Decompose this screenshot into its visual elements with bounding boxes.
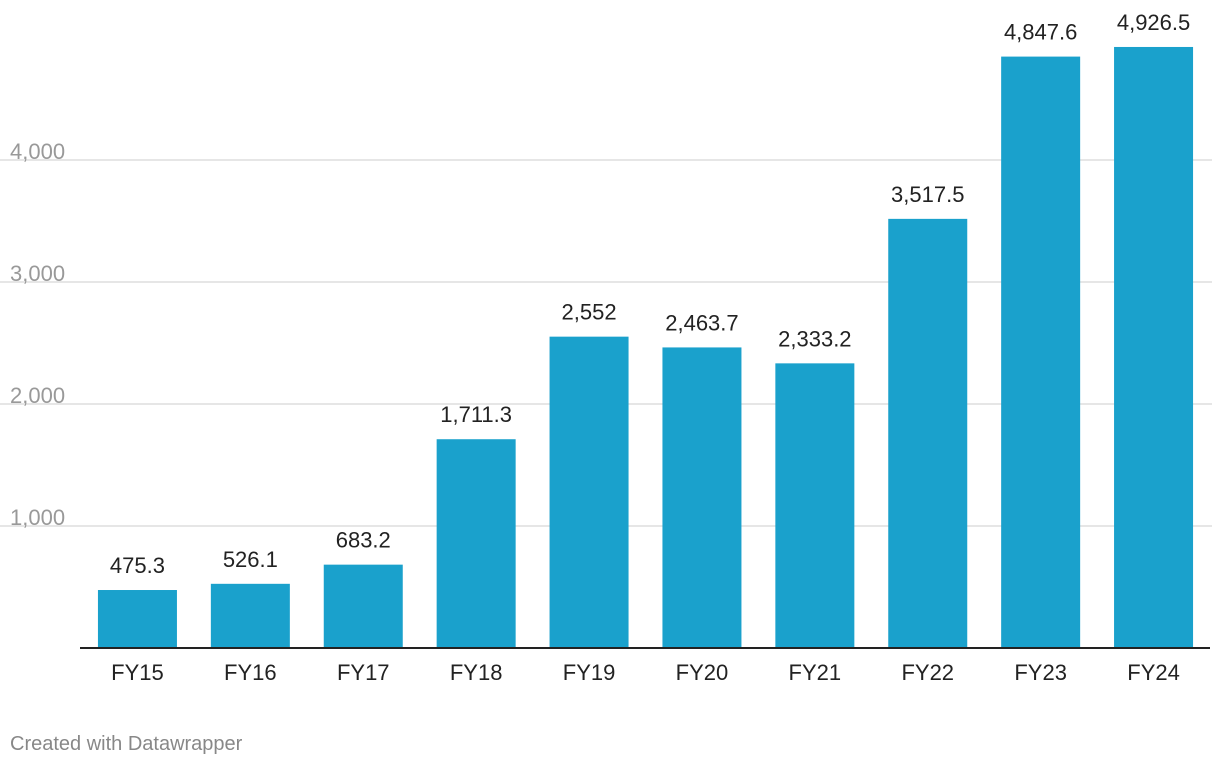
value-label: 3,517.5 <box>891 182 964 207</box>
x-tick-label: FY15 <box>111 660 164 685</box>
x-tick-label: FY22 <box>901 660 954 685</box>
value-label: 1,711.3 <box>440 402 512 427</box>
bar <box>97 590 177 648</box>
value-labels: 475.3 526.1 683.2 1,711.3 2,552 2,463.7 2,333.… <box>110 10 1190 578</box>
x-tick-label: FY20 <box>676 660 729 685</box>
x-tick-label: FY17 <box>337 660 390 685</box>
bar <box>210 583 290 648</box>
x-tick-labels: FY15 FY16 FY17 FY18 FY19 FY20 FY21 FY22 FY23 FY24 <box>111 660 1180 685</box>
x-tick-label: FY18 <box>450 660 503 685</box>
bar <box>775 363 855 648</box>
bar <box>1001 56 1081 649</box>
y-tick-label: 1,000 <box>10 505 65 530</box>
x-tick-label: FY24 <box>1127 660 1180 685</box>
credit-text: Created with Datawrapper <box>10 733 243 755</box>
y-tick-label: 3,000 <box>10 261 65 286</box>
x-tick-label: FY21 <box>789 660 842 685</box>
value-label: 526.1 <box>223 547 278 572</box>
value-label: 4,926.5 <box>1117 10 1190 35</box>
x-tick-label: FY16 <box>224 660 277 685</box>
bars <box>97 46 1194 649</box>
y-tick-label: 4,000 <box>10 139 65 164</box>
value-label: 683.2 <box>336 528 391 553</box>
bar <box>323 564 403 648</box>
bar <box>549 336 629 648</box>
x-tick-label: FY23 <box>1014 660 1067 685</box>
bar <box>436 439 516 648</box>
y-tick-label: 2,000 <box>10 383 65 408</box>
x-tick-label: FY19 <box>563 660 616 685</box>
bar <box>888 218 968 649</box>
bar <box>662 347 742 648</box>
value-label: 2,333.2 <box>778 326 851 351</box>
value-label: 2,552 <box>562 300 617 325</box>
value-label: 475.3 <box>110 553 165 578</box>
bar <box>1114 46 1194 649</box>
value-label: 4,847.6 <box>1004 20 1077 45</box>
value-label: 2,463.7 <box>665 310 738 335</box>
